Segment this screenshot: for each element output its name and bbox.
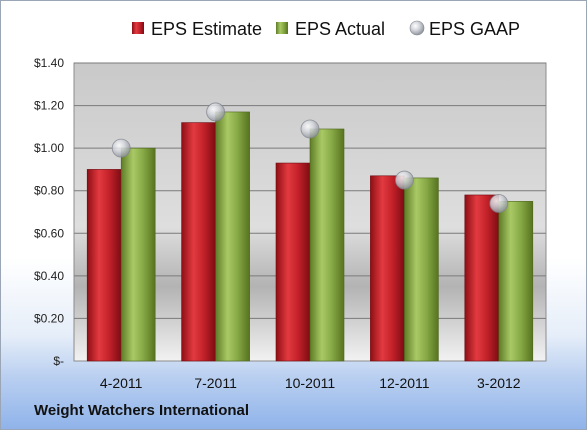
legend: EPS Estimate EPS Actual EPS GAAP xyxy=(132,19,520,39)
y-tick-label: $0.60 xyxy=(34,226,64,240)
marker-eps-gaap xyxy=(489,194,509,213)
y-tick-label: $- xyxy=(53,354,64,368)
y-tick-label: $1.00 xyxy=(34,141,64,155)
y-tick-label: $0.80 xyxy=(34,184,64,198)
bar-eps-actual xyxy=(309,128,345,362)
bar-eps-actual xyxy=(215,111,250,362)
x-tick-label: 7-2011 xyxy=(194,375,237,391)
y-tick-label: $1.40 xyxy=(34,56,64,70)
marker-eps-gaap xyxy=(300,119,320,139)
bar-eps-actual xyxy=(498,201,534,362)
legend-label: EPS GAAP xyxy=(429,19,520,39)
marker-eps-gaap xyxy=(111,138,131,158)
bar-eps-estimate xyxy=(370,175,405,362)
y-tick-label: $1.20 xyxy=(34,99,64,113)
x-tick-label: 10-2011 xyxy=(285,375,336,391)
bar-eps-estimate xyxy=(86,169,122,362)
legend-swatch xyxy=(276,22,288,34)
x-tick-label: 12-2011 xyxy=(379,375,430,391)
plot-area: $- $0.20 $0.40 $0.60 $0.80 $1.00 $1.20 $1.40 4-2… xyxy=(34,56,547,391)
y-tick-label: $0.20 xyxy=(34,311,64,325)
bar-eps-estimate xyxy=(464,194,500,362)
bar-eps-actual xyxy=(120,147,156,362)
company-label: Weight Watchers International xyxy=(34,402,250,419)
bar-eps-estimate xyxy=(181,122,216,362)
x-tick-label: 4-2011 xyxy=(100,375,143,391)
x-tick-label: 3-2012 xyxy=(477,375,521,391)
legend-swatch xyxy=(132,22,144,34)
legend-label: EPS Estimate xyxy=(151,19,262,39)
y-tick-label: $0.40 xyxy=(34,269,64,283)
marker-eps-gaap xyxy=(206,102,226,122)
legend-label: EPS Actual xyxy=(295,19,385,39)
legend-swatch xyxy=(409,20,425,36)
bar-eps-actual xyxy=(404,177,439,362)
bar-eps-estimate xyxy=(275,162,311,362)
marker-eps-gaap xyxy=(394,170,414,190)
